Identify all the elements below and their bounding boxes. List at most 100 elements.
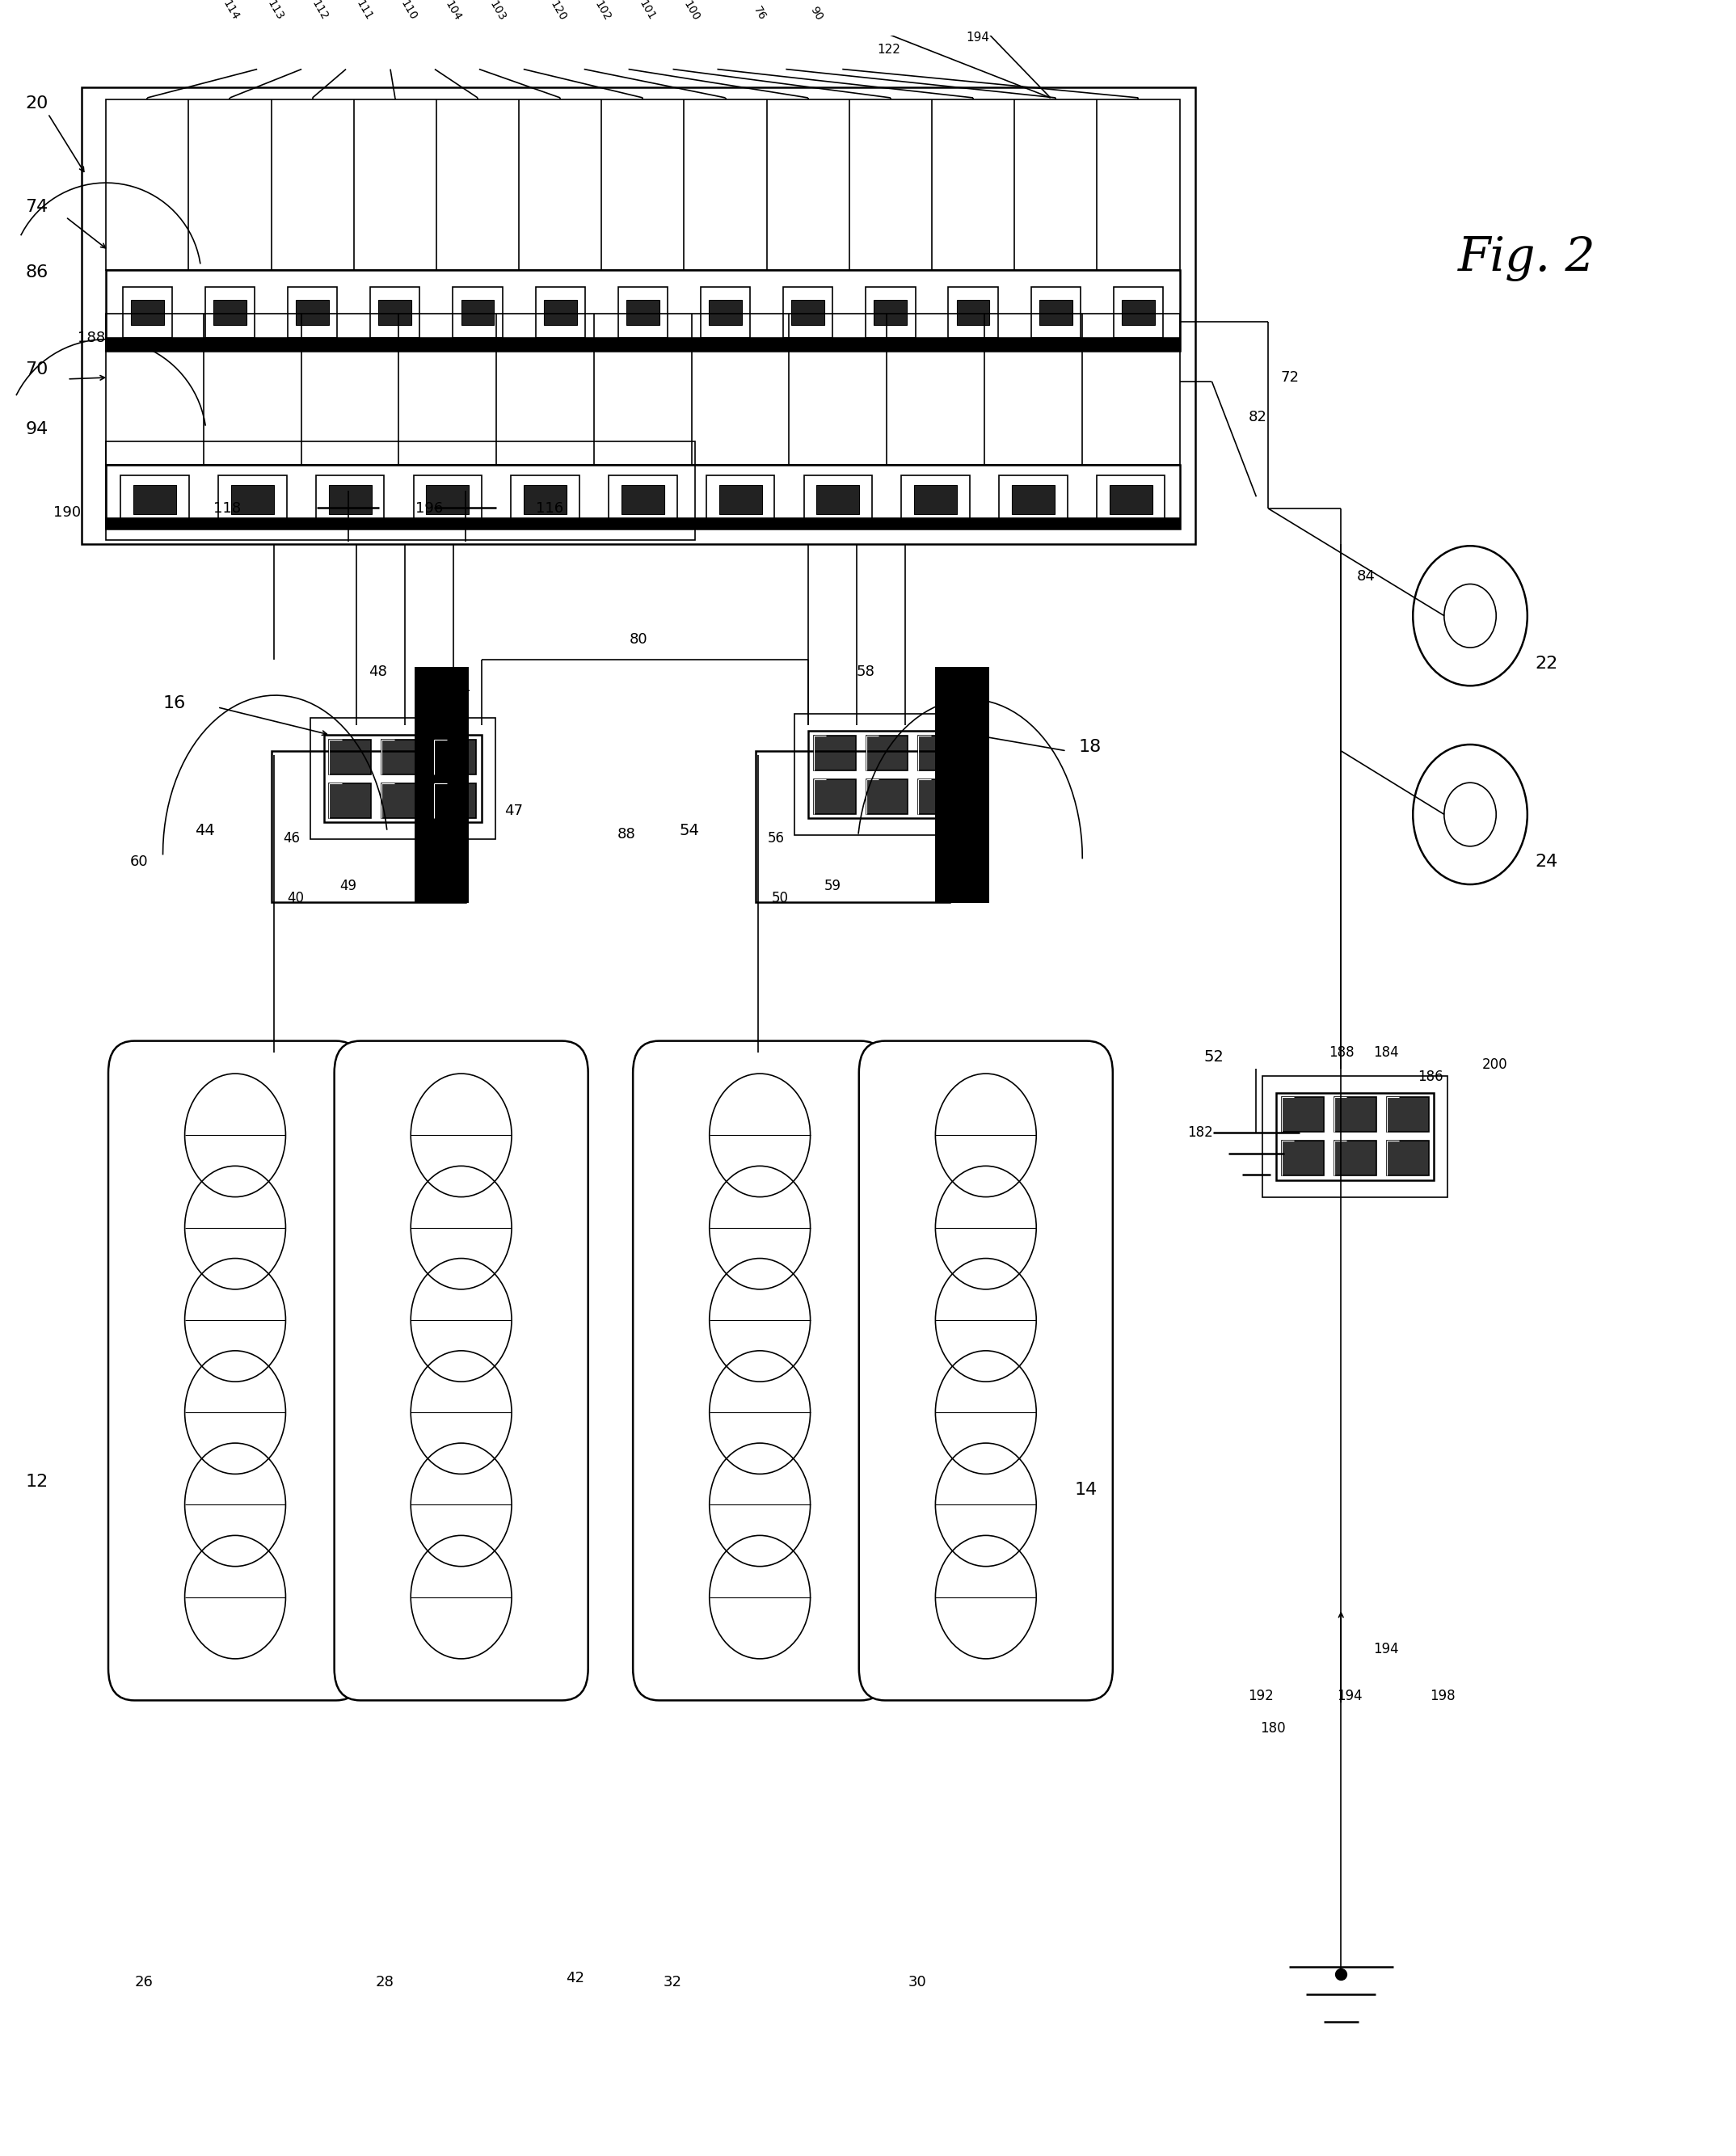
Bar — [535, 287, 585, 338]
Bar — [915, 485, 957, 515]
Text: 61: 61 — [453, 679, 472, 694]
Text: 111: 111 — [354, 0, 375, 22]
Bar — [1387, 1097, 1429, 1132]
Text: 32: 32 — [663, 1975, 682, 1990]
Text: 72: 72 — [1281, 371, 1299, 384]
Bar — [82, 88, 1196, 543]
Bar — [434, 783, 476, 817]
Text: 86: 86 — [26, 265, 49, 280]
Bar — [901, 476, 970, 524]
Bar — [122, 476, 189, 524]
Bar — [755, 750, 950, 901]
Bar — [134, 485, 177, 515]
Text: 110: 110 — [399, 0, 418, 22]
Bar — [524, 485, 566, 515]
Bar — [708, 300, 741, 326]
Bar — [948, 287, 998, 338]
Bar — [288, 287, 337, 338]
Bar — [382, 740, 424, 774]
Text: 116: 116 — [536, 502, 564, 515]
Bar — [1012, 485, 1055, 515]
Text: 100: 100 — [681, 0, 701, 22]
Bar — [618, 287, 668, 338]
Text: 190: 190 — [54, 505, 82, 520]
Text: 44: 44 — [194, 824, 215, 839]
Bar — [998, 476, 1068, 524]
Text: 54: 54 — [679, 824, 700, 839]
Text: 46: 46 — [283, 830, 300, 845]
Bar — [415, 668, 467, 901]
Bar — [106, 466, 1179, 528]
Bar — [804, 476, 871, 524]
Bar — [814, 778, 856, 815]
Bar — [814, 735, 856, 770]
Bar — [1097, 476, 1165, 524]
Bar — [325, 735, 481, 821]
Text: 101: 101 — [637, 0, 658, 22]
Text: 52: 52 — [1203, 1050, 1224, 1065]
FancyBboxPatch shape — [335, 1041, 589, 1701]
Text: 194: 194 — [1337, 1688, 1363, 1703]
Bar — [378, 300, 411, 326]
Bar — [330, 783, 372, 817]
Text: 188: 188 — [78, 330, 106, 345]
Text: 74: 74 — [26, 198, 49, 216]
Text: 59: 59 — [825, 880, 840, 893]
Text: 40: 40 — [286, 890, 304, 906]
Bar — [936, 668, 988, 901]
Text: 42: 42 — [566, 1971, 585, 1986]
Bar — [1281, 1141, 1323, 1175]
Bar — [1031, 287, 1080, 338]
Bar — [809, 731, 965, 819]
Text: 56: 56 — [767, 830, 785, 845]
Text: 198: 198 — [1430, 1688, 1455, 1703]
Text: 26: 26 — [134, 1975, 153, 1990]
Text: 112: 112 — [309, 0, 330, 22]
Bar — [866, 735, 908, 770]
Text: 20: 20 — [26, 95, 49, 112]
Bar — [106, 442, 696, 541]
Bar — [271, 750, 465, 901]
Text: 122: 122 — [877, 43, 901, 56]
Bar — [701, 287, 750, 338]
Text: 194: 194 — [965, 32, 990, 43]
Text: 180: 180 — [1260, 1720, 1286, 1736]
Bar — [1276, 1093, 1434, 1179]
Text: 188: 188 — [1328, 1046, 1354, 1061]
Bar — [311, 718, 495, 839]
Bar — [106, 315, 1179, 466]
Bar — [957, 300, 990, 326]
Bar — [1113, 287, 1163, 338]
Bar — [621, 485, 665, 515]
Text: 28: 28 — [375, 1975, 394, 1990]
Text: 70: 70 — [26, 362, 49, 377]
Bar — [707, 476, 774, 524]
Text: 92: 92 — [962, 677, 981, 690]
Bar — [719, 485, 762, 515]
Bar — [425, 485, 469, 515]
Bar — [1335, 1141, 1377, 1175]
Bar — [106, 338, 1179, 351]
Text: 16: 16 — [163, 694, 186, 711]
Text: 24: 24 — [1535, 854, 1557, 871]
Bar — [219, 476, 286, 524]
Text: 114: 114 — [220, 0, 241, 22]
Text: 22: 22 — [1535, 655, 1557, 671]
Text: 30: 30 — [908, 1975, 927, 1990]
Bar — [866, 287, 915, 338]
Bar — [214, 300, 247, 326]
Text: 192: 192 — [1248, 1688, 1274, 1703]
Text: 120: 120 — [549, 0, 568, 22]
Bar — [453, 287, 502, 338]
Bar — [1281, 1097, 1323, 1132]
Text: 113: 113 — [266, 0, 286, 22]
Text: 200: 200 — [1483, 1056, 1509, 1072]
Bar — [462, 300, 495, 326]
Bar — [130, 300, 163, 326]
Bar — [627, 300, 660, 326]
Text: 47: 47 — [505, 804, 523, 817]
Bar — [936, 668, 988, 901]
Bar — [918, 778, 960, 815]
Text: 94: 94 — [26, 420, 49, 438]
Text: 182: 182 — [1187, 1125, 1213, 1141]
